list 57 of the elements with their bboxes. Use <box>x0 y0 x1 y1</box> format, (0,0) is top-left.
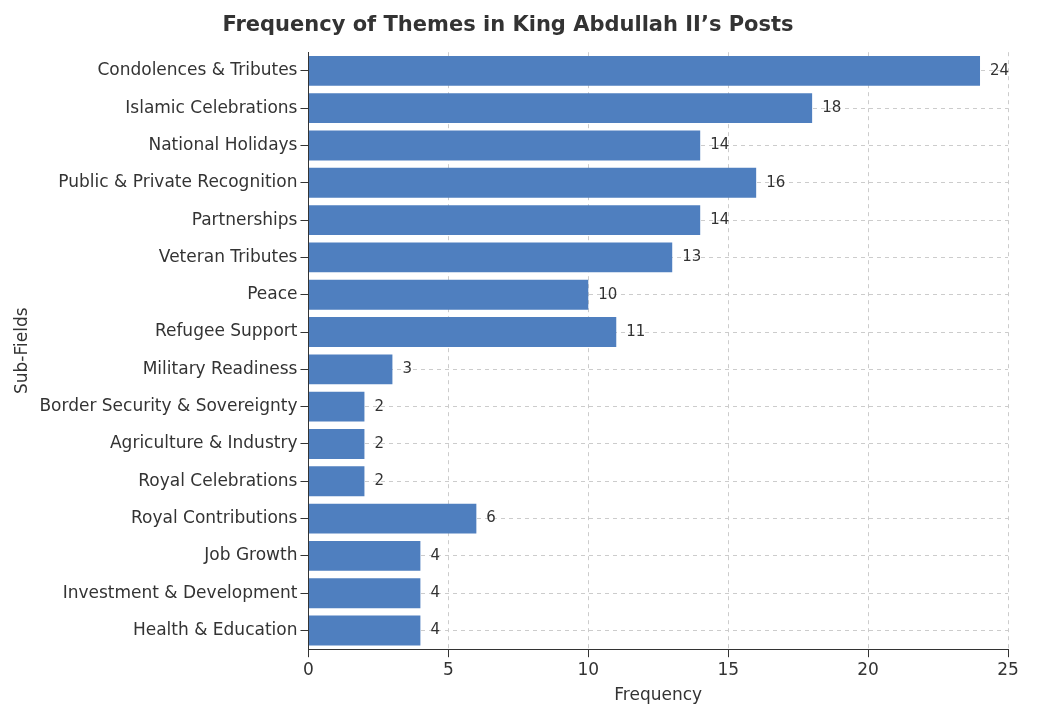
data-label: 10 <box>598 284 618 303</box>
data-label: 2 <box>374 433 384 452</box>
data-label: 16 <box>766 172 786 191</box>
y-tick-label: Royal Contributions <box>131 507 298 528</box>
y-tick-label: National Holidays <box>148 133 298 154</box>
y-tick-label: Military Readiness <box>142 357 298 378</box>
bar <box>308 429 365 459</box>
data-label: 24 <box>990 60 1010 79</box>
bar <box>308 578 421 609</box>
y-tick-label: Condolences & Tributes <box>97 59 298 80</box>
y-tick-label: Veteran Tributes <box>158 245 298 266</box>
y-tick-label: Agriculture & Industry <box>109 432 298 453</box>
bar <box>308 167 757 198</box>
bar <box>308 55 981 86</box>
y-tick-label: Islamic Celebrations <box>125 96 298 117</box>
y-tick-label: Investment & Development <box>62 581 298 602</box>
data-label: 4 <box>430 545 440 564</box>
data-label: 3 <box>402 359 412 378</box>
bar <box>308 279 589 310</box>
bar <box>308 391 365 422</box>
data-label: 2 <box>374 471 384 490</box>
bar <box>308 205 701 236</box>
x-tick-label: 10 <box>577 658 600 679</box>
bar <box>308 503 477 534</box>
data-label: 13 <box>682 247 702 266</box>
y-tick-label: Public & Private Recognition <box>58 171 298 192</box>
bar <box>308 354 393 385</box>
y-tick-label: Refugee Support <box>154 320 298 341</box>
bar <box>308 93 813 124</box>
data-label: 4 <box>430 583 440 602</box>
data-label: 14 <box>710 135 730 154</box>
bar <box>308 242 673 273</box>
x-tick-label: 25 <box>997 658 1019 679</box>
data-label: 6 <box>486 508 496 527</box>
data-label: 4 <box>430 620 440 639</box>
y-tick-label: Peace <box>247 283 298 304</box>
y-tick-label: Partnerships <box>191 208 298 229</box>
y-tick-label: Job Growth <box>203 544 298 565</box>
chart-title: Frequency of Themes in King Abdullah II’s Posts <box>222 12 794 37</box>
x-tick-label: 15 <box>717 658 740 679</box>
data-label: 14 <box>710 210 730 228</box>
data-label: 11 <box>626 321 646 340</box>
y-tick-label: Border Security & Sovereignty <box>39 395 298 416</box>
x-tick-label: 5 <box>442 658 454 679</box>
x-axis-title: Frequency <box>614 684 703 705</box>
data-label: 18 <box>822 98 842 117</box>
x-tick-label: 20 <box>857 658 879 679</box>
bar <box>308 540 421 571</box>
y-tick-label: Royal Celebrations <box>138 469 298 490</box>
bar <box>308 317 617 347</box>
x-tick-label: 0 <box>303 658 314 679</box>
bar <box>308 130 701 161</box>
y-tick-label: Health & Education <box>132 618 298 639</box>
bar <box>308 615 421 646</box>
data-label: 2 <box>374 396 384 415</box>
y-axis-title: Sub-Fields <box>10 307 31 394</box>
bar <box>308 466 365 497</box>
